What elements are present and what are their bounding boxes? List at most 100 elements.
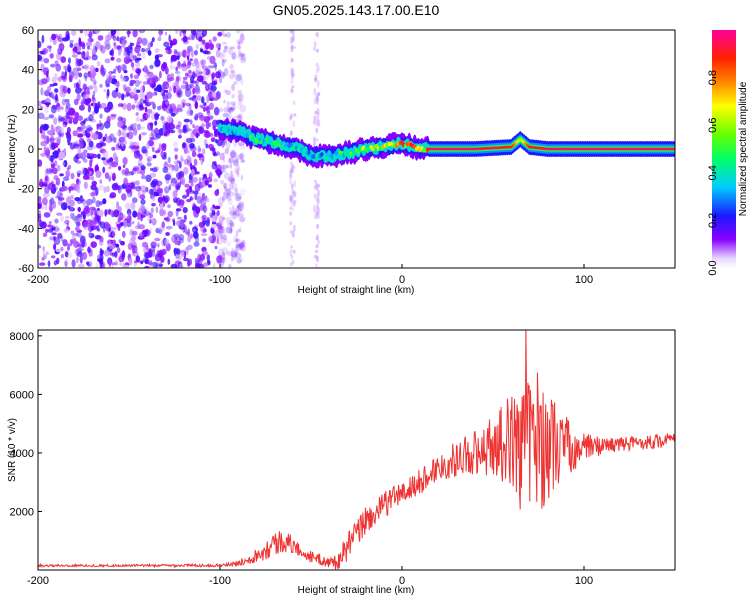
noise-speck	[185, 102, 191, 107]
noise-speck	[168, 77, 175, 82]
noise-speck	[224, 53, 227, 58]
noise-speck	[222, 164, 229, 170]
noise-speck	[63, 65, 68, 70]
noise-speck	[130, 61, 135, 68]
noise-speck	[105, 136, 113, 144]
noise-speck	[79, 195, 83, 199]
noise-speck	[178, 128, 182, 137]
ridge-core	[325, 152, 329, 158]
noise-speck	[117, 92, 122, 99]
noise-speck	[174, 154, 178, 160]
noise-speck	[108, 258, 112, 268]
noise-speck	[225, 187, 232, 195]
noise-speck	[56, 52, 62, 61]
streak-speck	[290, 262, 293, 267]
noise-speck	[200, 96, 205, 104]
ridge-core	[349, 151, 353, 157]
noise-speck	[240, 77, 244, 85]
noise-speck	[82, 174, 90, 180]
noise-speck	[138, 106, 145, 111]
noise-speck	[50, 155, 54, 163]
noise-speck	[149, 64, 154, 70]
noise-speck	[54, 88, 59, 93]
streak-speck	[315, 236, 319, 241]
noise-speck	[184, 214, 187, 222]
noise-speck	[167, 156, 171, 164]
streak-speck	[312, 119, 316, 125]
noise-speck	[213, 97, 219, 101]
streak-speck	[292, 100, 296, 106]
noise-speck	[59, 126, 65, 135]
noise-speck	[177, 216, 182, 220]
noise-speck	[135, 68, 142, 75]
noise-speck	[90, 241, 97, 249]
noise-speck	[207, 65, 215, 69]
noise-speck	[112, 35, 117, 42]
noise-speck	[137, 53, 142, 57]
noise-speck	[213, 62, 217, 69]
noise-speck	[160, 115, 165, 121]
streak-speck	[316, 120, 320, 127]
noise-speck	[218, 215, 224, 223]
noise-speck	[230, 250, 238, 258]
noise-speck	[109, 114, 117, 120]
noise-speck	[193, 241, 200, 247]
noise-speck	[201, 214, 207, 220]
noise-speck	[230, 177, 236, 184]
noise-speck	[224, 45, 228, 53]
x-tick-label: 100	[575, 274, 593, 286]
noise-speck	[154, 237, 161, 242]
noise-speck	[91, 180, 98, 186]
noise-speck	[43, 90, 50, 97]
noise-speck	[57, 37, 64, 43]
noise-speck	[224, 89, 228, 93]
noise-speck	[48, 92, 54, 98]
noise-speck	[51, 137, 56, 141]
noise-speck	[52, 183, 56, 188]
noise-speck	[164, 174, 171, 181]
noise-speck	[146, 162, 152, 167]
noise-speck	[176, 64, 183, 69]
noise-speck	[135, 116, 141, 122]
noise-speck	[151, 218, 157, 226]
colorbar-tick-label: 0.6	[707, 118, 719, 133]
noise-speck	[200, 233, 208, 237]
noise-speck	[131, 220, 135, 225]
noise-speck	[56, 106, 61, 113]
noise-speck	[149, 137, 156, 141]
noise-speck	[142, 52, 146, 59]
noise-speck	[166, 128, 171, 135]
noise-speck	[184, 246, 189, 256]
noise-speck	[192, 231, 199, 239]
noise-speck	[55, 177, 61, 186]
noise-speck	[110, 226, 117, 230]
noise-speck	[127, 30, 130, 38]
noise-speck	[76, 221, 81, 227]
streak-speck	[291, 230, 295, 238]
noise-speck	[239, 188, 246, 196]
noise-speck	[132, 210, 138, 218]
noise-speck	[42, 232, 48, 237]
noise-speck	[153, 191, 159, 197]
noise-speck	[115, 87, 119, 93]
noise-speck	[215, 71, 221, 79]
noise-speck	[235, 243, 240, 248]
noise-speck	[225, 226, 233, 234]
noise-speck	[240, 159, 246, 163]
noise-speck	[211, 162, 218, 170]
noise-speck	[163, 209, 167, 216]
noise-speck	[122, 84, 127, 91]
noise-speck	[158, 143, 162, 152]
noise-speck	[168, 87, 172, 93]
noise-speck	[50, 255, 56, 259]
noise-speck	[127, 126, 133, 131]
noise-speck	[133, 87, 137, 95]
streak-speck	[293, 46, 296, 49]
noise-speck	[51, 232, 57, 236]
noise-speck	[217, 197, 225, 204]
noise-speck	[122, 64, 127, 72]
noise-speck	[137, 37, 143, 45]
noise-speck	[76, 187, 81, 194]
noise-speck	[218, 43, 222, 48]
noise-speck	[185, 72, 189, 77]
